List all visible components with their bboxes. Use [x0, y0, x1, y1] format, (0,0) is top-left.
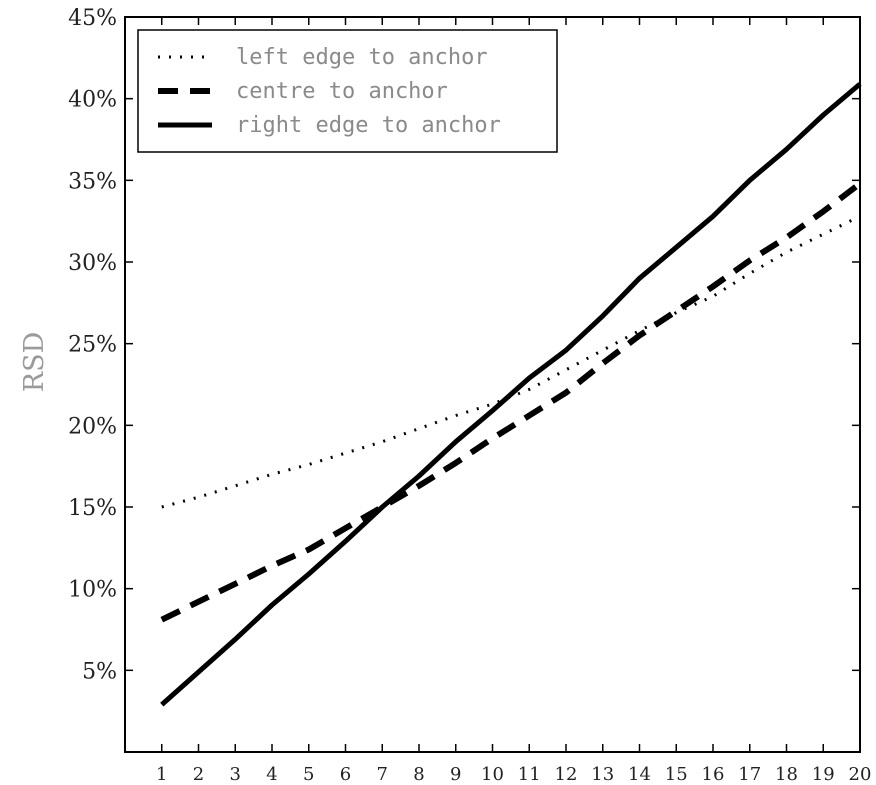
y-tick-label: 35%	[68, 169, 117, 194]
x-tick-label: 16	[702, 764, 725, 785]
x-tick-label: 1	[156, 764, 167, 785]
y-tick-label: 40%	[68, 88, 117, 113]
series-line-3	[160, 82, 862, 707]
y-tick-label: 25%	[68, 333, 117, 358]
y-tick-label: 30%	[68, 251, 117, 276]
y-tick-label: 45%	[68, 6, 117, 31]
x-tick-label: 8	[413, 764, 424, 785]
x-tick-label: 12	[555, 764, 578, 785]
x-tick-label: 11	[518, 764, 541, 785]
x-tick-label: 10	[481, 764, 504, 785]
x-tick-label: 7	[377, 764, 388, 785]
legend-label-1: left edge to anchor	[236, 45, 488, 70]
x-tick-label: 2	[193, 764, 204, 785]
series-layer	[160, 82, 862, 707]
x-tick-label: 20	[849, 764, 872, 785]
x-axis-ticks: 1 2 3 4 5 6 7 8 9 10 11 12 13 14 15 16 17 18 19 20	[156, 17, 871, 785]
x-tick-label: 15	[665, 764, 688, 785]
x-tick-label: 9	[450, 764, 461, 785]
y-tick-label: 5%	[82, 659, 117, 684]
x-tick-label: 3	[230, 764, 241, 785]
x-tick-label: 6	[340, 764, 351, 785]
x-tick-label: 19	[812, 764, 835, 785]
x-tick-label: 14	[628, 764, 651, 785]
x-tick-label: 17	[738, 764, 761, 785]
x-tick-label: 5	[303, 764, 314, 785]
series-line-1	[161, 214, 861, 509]
legend: left edge to anchor centre to anchor right…	[137, 29, 558, 153]
x-tick-label: 13	[591, 764, 614, 785]
y-axis-label: RSD	[19, 332, 50, 392]
y-axis-ticks: 5% 10% 15% 20% 25% 30% 35% 40% 45%	[68, 6, 860, 684]
series-line-2	[160, 181, 862, 623]
legend-label-3: right edge to anchor	[236, 113, 501, 138]
x-tick-label: 4	[266, 764, 277, 785]
legend-label-2: centre to anchor	[236, 79, 448, 104]
y-tick-label: 20%	[68, 414, 117, 439]
y-tick-label: 15%	[68, 496, 117, 521]
y-tick-label: 10%	[68, 578, 117, 603]
x-tick-label: 18	[775, 764, 798, 785]
